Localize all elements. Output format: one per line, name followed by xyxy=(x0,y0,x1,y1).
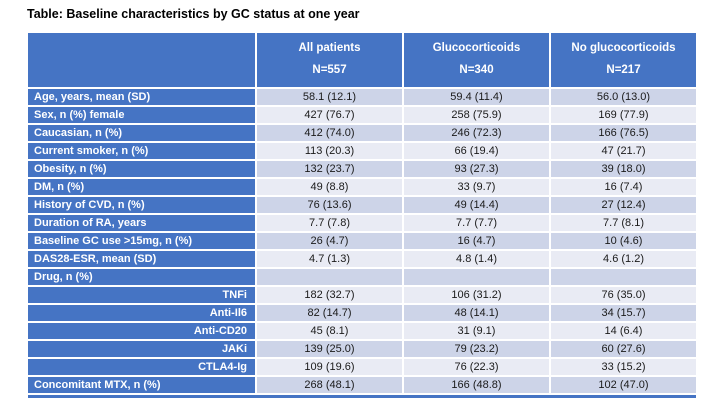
cell-value: 60 (27.6) xyxy=(551,341,696,357)
cell-value: 45 (8.1) xyxy=(257,323,402,339)
cell-value: 16 (4.7) xyxy=(404,233,549,249)
cell-value: 33 (9.7) xyxy=(404,179,549,195)
cell-value: 102 (47.0) xyxy=(551,377,696,393)
cell-value: 166 (48.8) xyxy=(404,377,549,393)
cell-value: 76 (13.6) xyxy=(257,197,402,213)
cell-value: 39 (18.0) xyxy=(551,161,696,177)
header-col-label: All patients xyxy=(298,42,361,55)
cell-value: 4.7 (1.3) xyxy=(257,251,402,267)
row-label-dm: DM, n (%) xyxy=(28,179,255,195)
header-col-no-glucocorticoids: No glucocorticoids N=217 xyxy=(551,33,696,87)
cell-value: 4.6 (1.2) xyxy=(551,251,696,267)
cell-value: 258 (75.9) xyxy=(404,107,549,123)
cell-value: 76 (22.3) xyxy=(404,359,549,375)
row-label-anti-il6: Anti-Il6 xyxy=(28,305,255,321)
cell-value: 49 (8.8) xyxy=(257,179,402,195)
cell-value: 14 (6.4) xyxy=(551,323,696,339)
cell-value: 7.7 (7.8) xyxy=(257,215,402,231)
cell-value: 166 (76.5) xyxy=(551,125,696,141)
header-col-glucocorticoids: Glucocorticoids N=340 xyxy=(404,33,549,87)
cell-value: 182 (32.7) xyxy=(257,287,402,303)
cell-value: 31 (9.1) xyxy=(404,323,549,339)
cell-value: 56.0 (13.0) xyxy=(551,89,696,105)
cell-value: 113 (20.3) xyxy=(257,143,402,159)
cell-value: 93 (27.3) xyxy=(404,161,549,177)
cell-value: 79 (23.2) xyxy=(404,341,549,357)
cell-value xyxy=(404,269,549,285)
cell-value: 139 (25.0) xyxy=(257,341,402,357)
cell-value: 49 (14.4) xyxy=(404,197,549,213)
cell-value: 106 (31.2) xyxy=(404,287,549,303)
cell-value: 76 (35.0) xyxy=(551,287,696,303)
row-label-baseline-gc-use: Baseline GC use >15mg, n (%) xyxy=(28,233,255,249)
cell-value: 59.4 (11.4) xyxy=(404,89,549,105)
header-col-all-patients: All patients N=557 xyxy=(257,33,402,87)
table-bottom-border xyxy=(28,395,696,398)
cell-value: 427 (76.7) xyxy=(257,107,402,123)
row-label-ctla4-ig: CTLA4-Ig xyxy=(28,359,255,375)
row-label-history-cvd: History of CVD, n (%) xyxy=(28,197,255,213)
row-label-age: Age, years, mean (SD) xyxy=(28,89,255,105)
cell-value: 268 (48.1) xyxy=(257,377,402,393)
cell-value: 169 (77.9) xyxy=(551,107,696,123)
cell-value: 109 (19.6) xyxy=(257,359,402,375)
row-label-obesity: Obesity, n (%) xyxy=(28,161,255,177)
cell-value: 26 (4.7) xyxy=(257,233,402,249)
row-label-drug: Drug, n (%) xyxy=(28,269,255,285)
header-col-label: Glucocorticoids xyxy=(432,42,521,55)
cell-value: 58.1 (12.1) xyxy=(257,89,402,105)
row-label-concomitant-mtx: Concomitant MTX, n (%) xyxy=(28,377,255,393)
cell-value: 66 (19.4) xyxy=(404,143,549,159)
cell-value: 27 (12.4) xyxy=(551,197,696,213)
header-col-n: N=217 xyxy=(606,64,641,77)
header-col-n: N=557 xyxy=(312,64,347,77)
cell-value xyxy=(257,269,402,285)
cell-value: 132 (23.7) xyxy=(257,161,402,177)
cell-value xyxy=(551,269,696,285)
table-title: Table: Baseline characteristics by GC st… xyxy=(27,7,360,21)
header-corner-cell xyxy=(28,33,255,87)
cell-value: 7.7 (8.1) xyxy=(551,215,696,231)
row-label-caucasian: Caucasian, n (%) xyxy=(28,125,255,141)
row-label-sex: Sex, n (%) female xyxy=(28,107,255,123)
row-label-duration-ra: Duration of RA, years xyxy=(28,215,255,231)
row-label-anti-cd20: Anti-CD20 xyxy=(28,323,255,339)
cell-value: 48 (14.1) xyxy=(404,305,549,321)
cell-value: 33 (15.2) xyxy=(551,359,696,375)
cell-value: 16 (7.4) xyxy=(551,179,696,195)
cell-value: 34 (15.7) xyxy=(551,305,696,321)
cell-value: 82 (14.7) xyxy=(257,305,402,321)
header-col-n: N=340 xyxy=(459,64,494,77)
cell-value: 47 (21.7) xyxy=(551,143,696,159)
row-label-current-smoker: Current smoker, n (%) xyxy=(28,143,255,159)
cell-value: 10 (4.6) xyxy=(551,233,696,249)
row-label-das28-esr: DAS28-ESR, mean (SD) xyxy=(28,251,255,267)
cell-value: 246 (72.3) xyxy=(404,125,549,141)
cell-value: 4.8 (1.4) xyxy=(404,251,549,267)
header-col-label: No glucocorticoids xyxy=(571,42,676,55)
row-label-tnfi: TNFi xyxy=(28,287,255,303)
cell-value: 7.7 (7.7) xyxy=(404,215,549,231)
cell-value: 412 (74.0) xyxy=(257,125,402,141)
row-label-jaki: JAKi xyxy=(28,341,255,357)
baseline-characteristics-table: All patients N=557 Glucocorticoids N=340… xyxy=(28,33,696,398)
